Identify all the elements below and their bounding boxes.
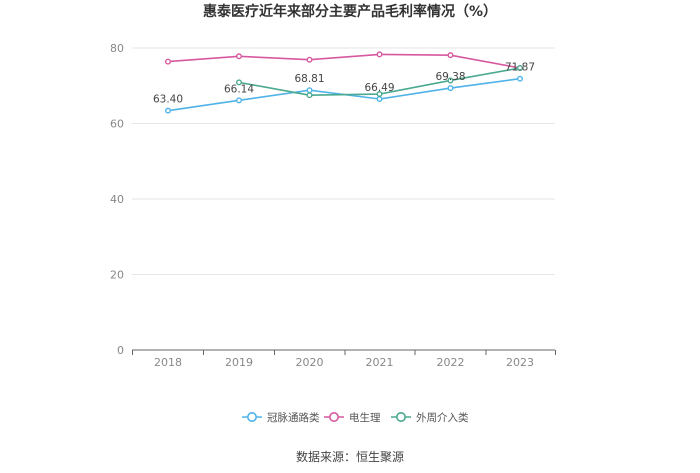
chart-title: 惠泰医疗近年来部分主要产品毛利率情况（%） [203,3,497,20]
legend-marker [247,411,258,422]
source-note: 数据来源：恒生聚源 [296,449,404,464]
axes: 0 20 40 60 80 2018 2019 2020 2021 2022 2023 [110,42,556,369]
grid [132,47,555,275]
x-tick-label: 2020 [296,356,324,369]
y-tick-label: 40 [110,193,124,206]
legend-label: 外周介入类 [416,411,469,424]
legend-item[interactable]: 电生理 [324,411,381,424]
data-point[interactable] [376,91,383,98]
x-tick-label: 2021 [366,356,394,369]
series-2 [164,51,524,72]
data-labels: 63.40 66.14 68.81 66.49 69.38 71.87 [153,62,535,106]
y-tick-label: 60 [110,118,124,131]
legend-item[interactable]: 外周介入类 [391,411,469,424]
legend-item[interactable]: 冠脉通路类 [242,411,320,424]
data-point[interactable] [164,107,171,114]
data-label: 66.14 [224,83,254,95]
y-tick-label: 0 [117,344,124,357]
data-point[interactable] [235,97,242,104]
data-point[interactable] [376,96,383,103]
data-point[interactable] [447,52,454,59]
data-label: 63.40 [153,94,183,106]
x-tick-label: 2022 [437,356,465,369]
data-point[interactable] [235,53,242,60]
x-tick-label: 2019 [225,356,253,369]
data-label: 66.49 [364,82,394,94]
data-point[interactable] [306,87,313,94]
series-layer [164,51,524,114]
data-point[interactable] [517,65,524,72]
data-point[interactable] [164,58,171,65]
data-point[interactable] [306,92,313,99]
y-tick-label: 80 [110,42,124,55]
legend-label: 冠脉通路类 [267,411,320,424]
data-point[interactable] [447,77,454,84]
data-point[interactable] [235,79,242,86]
x-tick-label: 2018 [154,356,182,369]
legend[interactable]: 冠脉通路类 电生理 外周介入类 [242,411,469,424]
data-point[interactable] [376,51,383,58]
data-label: 69.38 [435,71,465,83]
legend-marker [395,411,406,422]
x-tick-label: 2023 [506,356,534,369]
data-label: 68.81 [294,73,324,85]
legend-marker [328,411,339,422]
data-point[interactable] [517,75,524,82]
legend-label: 电生理 [349,411,381,424]
data-point[interactable] [306,56,313,63]
series-line [167,53,521,69]
y-tick-label: 20 [110,269,124,282]
data-point[interactable] [447,85,454,92]
data-label: 71.87 [505,62,535,74]
series-3 [235,65,524,99]
